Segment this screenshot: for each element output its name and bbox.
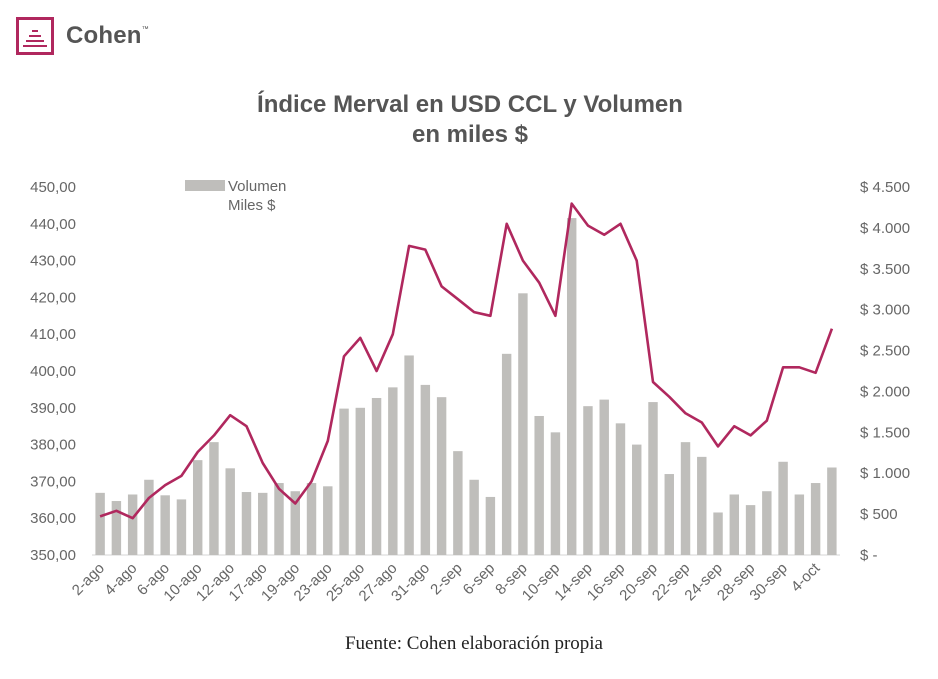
y-right-tick-label: $ 4.500: [860, 179, 910, 196]
x-tick-label: 4-ago: [101, 560, 140, 599]
y-left-tick-label: 360,00: [30, 510, 76, 527]
volume-bar: [127, 494, 138, 555]
y-left-tick-label: 400,00: [30, 363, 76, 380]
volume-bar: [420, 384, 431, 555]
volume-bar: [160, 495, 170, 555]
volume-bar: [778, 461, 788, 555]
y-right-tick-label: $ 4.000: [860, 220, 910, 237]
volume-bar: [241, 492, 252, 555]
volume-bar: [371, 397, 382, 555]
y-left-tick-label: 370,00: [30, 473, 76, 490]
source-note: Fuente: Cohen elaboración propia: [344, 633, 603, 654]
volume-bar: [339, 408, 349, 555]
volume-bar: [550, 432, 561, 555]
volume-bar: [599, 399, 609, 555]
volume-bar: [810, 483, 821, 555]
x-tick-label: 30-sep: [746, 560, 790, 604]
volume-bar: [794, 494, 805, 555]
volume-bar: [632, 444, 642, 555]
y-left-tick-label: 410,00: [30, 326, 76, 343]
volume-bar: [713, 512, 723, 555]
y-left-tick-label: 350,00: [30, 547, 76, 564]
volume-bar: [306, 483, 317, 555]
y-right-tick-label: $ 3.500: [860, 261, 910, 278]
y-left-tick-label: 440,00: [30, 216, 76, 233]
legend-label-volume-unit: Miles $: [228, 197, 276, 214]
brand-trademark: ™: [141, 26, 149, 33]
brand-logo: Cohen™: [16, 17, 149, 55]
chart-title-line2: en miles $: [411, 121, 529, 148]
volume-bar: [274, 483, 284, 555]
cohen-logo-icon: [16, 17, 54, 55]
y-right-tick-label: $ 2.500: [860, 343, 910, 360]
y-right-tick-label: $ -: [860, 547, 878, 564]
volume-bar: [697, 456, 707, 555]
volume-bar: [762, 491, 772, 555]
y-left-tick-label: 420,00: [30, 289, 76, 306]
y-left-tick-label: 390,00: [30, 400, 76, 417]
volume-bar: [436, 397, 447, 555]
volume-bar: [566, 218, 577, 555]
chart-title-line1: Índice Merval en USD CCL y Volumen: [257, 91, 683, 118]
x-tick-label: 2-ago: [69, 560, 108, 599]
volume-bar: [225, 468, 235, 555]
volume-bar: [745, 505, 756, 555]
volume-bar: [534, 415, 544, 555]
y-left-tick-label: 450,00: [30, 179, 76, 196]
volume-bar: [290, 491, 300, 555]
volume-bar: [485, 496, 496, 555]
volume-bar: [469, 479, 479, 555]
y-right-tick-label: $ 1.000: [860, 465, 910, 482]
volume-bar: [323, 486, 333, 555]
volume-bar: [518, 293, 528, 555]
y-right-tick-label: $ 2.000: [860, 383, 910, 400]
y-left-tick-label: 430,00: [30, 253, 76, 270]
x-tick-label: 6-sep: [460, 560, 499, 599]
volume-bar: [615, 423, 626, 555]
volume-bar: [501, 353, 512, 555]
volume-bar: [680, 442, 691, 555]
legend-swatch-volume: [185, 180, 225, 191]
volume-bar: [664, 474, 674, 555]
volume-bar: [176, 499, 187, 555]
merval-line: [99, 202, 834, 520]
volume-bar: [355, 407, 366, 555]
volume-bar: [144, 479, 154, 555]
brand-name: Cohen: [66, 22, 142, 49]
volume-bar: [648, 402, 658, 555]
volume-bar: [453, 451, 463, 555]
y-right-tick-label: $ 3.000: [860, 302, 910, 319]
volume-bar: [729, 494, 740, 555]
y-left-tick-label: 380,00: [30, 437, 76, 454]
volume-bar: [404, 355, 414, 555]
volume-bar: [583, 406, 593, 555]
volume-bar: [388, 387, 398, 555]
y-right-tick-label: $ 500: [860, 506, 898, 523]
x-tick-label: 2-sep: [427, 560, 466, 599]
volume-bar: [111, 501, 122, 555]
volume-bar: [827, 467, 837, 555]
volume-bar: [95, 492, 105, 555]
volume-bar: [192, 460, 203, 555]
x-tick-label: 4-oct: [788, 559, 824, 595]
y-right-tick-label: $ 1.500: [860, 424, 910, 441]
volume-bar: [258, 492, 268, 555]
volume-bar: [209, 442, 219, 555]
legend-label-volume: Volumen: [228, 178, 287, 195]
